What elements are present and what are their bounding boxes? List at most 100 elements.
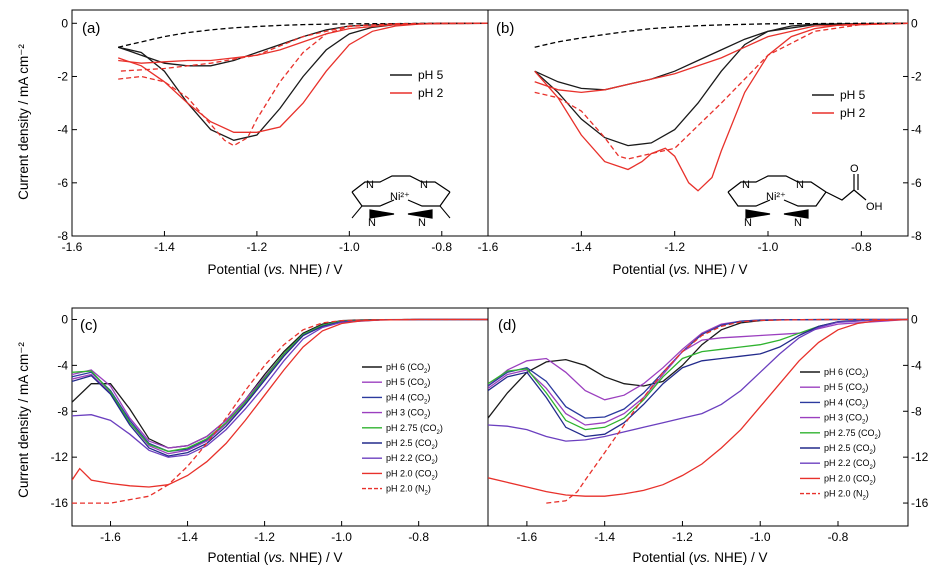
y-tick-label: -8 [57,404,68,418]
series-line [488,318,908,419]
y-tick-label: -4 [911,358,922,372]
series-line [118,22,488,72]
panel-a: -1.6 -1.4 -1.2 -1.0 -0.8 0 -2 -4 -6 -8 (a) pH 5 pH 2 [57,9,489,254]
x-tick-label: -0.8 [408,530,429,544]
macrocycle-structure-a: N N Ni²⁺ N N [351,175,451,229]
x-tick-label: -0.8 [851,240,872,254]
legend-label: pH 5 [418,68,444,82]
series-group [72,318,488,504]
legend-label: pH 6 (CO2) [824,367,868,380]
x-tick-label: -1.0 [331,530,352,544]
panel-label: (a) [82,20,100,37]
y-tick-label: -6 [57,176,68,190]
svg-text:N: N [744,217,752,229]
x-axis-title-a: Potential (vs. NHE) / V [207,262,342,277]
panel-c: -1.6 -1.4 -1.2 -1.0 -0.8 0 -4 -8 -12 -16 (c) pH 6 (… [51,307,489,544]
y-tick-label: 0 [911,312,918,326]
y-tick-label: -16 [911,496,929,510]
series-group [117,22,488,147]
y-tick-label: -4 [57,358,68,372]
legend-label: pH 3 (CO2) [386,408,430,421]
series-line [534,22,908,94]
y-tick-label: -12 [51,450,69,464]
series-line [534,22,908,91]
x-tick-label: -1.6 [517,530,538,544]
series-line [117,22,488,67]
legend-label: pH 2.5 (CO2) [824,443,876,456]
legend-label: pH 2.0 (CO2) [824,473,876,486]
series-group [534,22,908,192]
legend-label: pH 2.0 (CO2) [386,468,438,481]
svg-text:Ni²⁺: Ni²⁺ [766,191,786,203]
svg-text:N: N [794,217,802,229]
svg-text:OH: OH [866,201,883,213]
legend-label: pH 3 (CO2) [824,413,868,426]
y-tick-label: 0 [911,16,918,30]
series-line [488,318,908,431]
panel-label: (d) [498,317,516,334]
macrocycle-acid-structure-b: N N Ni²⁺ N N O OH [727,163,883,229]
legend-label: pH 2.75 (CO2) [386,423,443,436]
series-group [488,318,908,504]
legend-label: pH 2.2 (CO2) [824,458,876,471]
series-line [118,22,488,48]
y-tick-label: 0 [61,16,68,30]
series-line [488,318,908,438]
plot-frame [487,307,909,527]
series-line [488,318,908,497]
panel-d: -1.6 -1.4 -1.2 -1.0 -0.8 0 -4 -8 -12 -16 (d) pH 6 (… [487,307,929,544]
x-tick-label: -1.4 [177,530,198,544]
x-tick-label: -0.8 [431,240,452,254]
svg-text:N: N [368,217,376,229]
legend-label: pH 5 (CO2) [824,382,868,395]
y-tick-label: -6 [911,176,922,190]
y-axis-title-top: Current density / mA cm⁻² [16,44,31,200]
x-tick-label: -1.2 [254,530,275,544]
y-axis-title-bottom: Current density / mA cm⁻² [16,342,31,498]
x-tick-label: -1.4 [594,530,615,544]
series-line [534,22,908,160]
series-line [546,318,908,504]
x-tick-label: -0.8 [828,530,849,544]
panel-b: -1.6 -1.4 -1.2 -1.0 -0.8 0 -2 -4 -6 -8 (b) pH 5 pH 2 [478,9,922,254]
svg-text:O: O [850,163,859,175]
legend-label: pH 2 [418,86,444,100]
series-line [72,318,488,488]
legend-label: pH 4 (CO2) [386,392,430,405]
y-tick-label: -16 [51,496,69,510]
y-tick-label: -2 [57,69,68,83]
series-line [72,318,488,504]
legend-label: pH 2.5 (CO2) [386,438,438,451]
svg-text:Ni²⁺: Ni²⁺ [390,191,410,203]
x-tick-label: -1.0 [750,530,771,544]
y-tick-label: -4 [57,123,68,137]
x-tick-label: -1.2 [664,240,685,254]
series-line [534,22,908,147]
plot-frame [487,9,909,237]
x-tick-label: -1.2 [672,530,693,544]
series-line [534,22,908,48]
x-tick-label: -1.0 [758,240,779,254]
x-tick-label: -1.6 [62,240,83,254]
x-tick-label: -1.6 [478,240,499,254]
x-axis-title-c: Potential (vs. NHE) / V [207,550,342,565]
y-tick-label: -2 [911,69,922,83]
svg-text:N: N [742,179,750,191]
series-line [488,318,908,426]
x-tick-label: -1.4 [154,240,175,254]
svg-text:N: N [418,217,426,229]
x-axis-title-d: Potential (vs. NHE) / V [632,550,767,565]
x-tick-label: -1.4 [571,240,592,254]
x-axis-title-b: Potential (vs. NHE) / V [612,262,747,277]
series-line [534,22,908,192]
y-tick-label: 0 [61,312,68,326]
series-line [72,318,488,458]
panel-label: (c) [80,317,98,334]
legend-label: pH 2.0 (N2) [386,484,431,497]
x-tick-label: -1.0 [339,240,360,254]
x-tick-label: -1.6 [100,530,121,544]
y-tick-label: -8 [57,229,68,243]
legend-label: pH 2 [840,106,866,120]
y-tick-label: -4 [911,123,922,137]
